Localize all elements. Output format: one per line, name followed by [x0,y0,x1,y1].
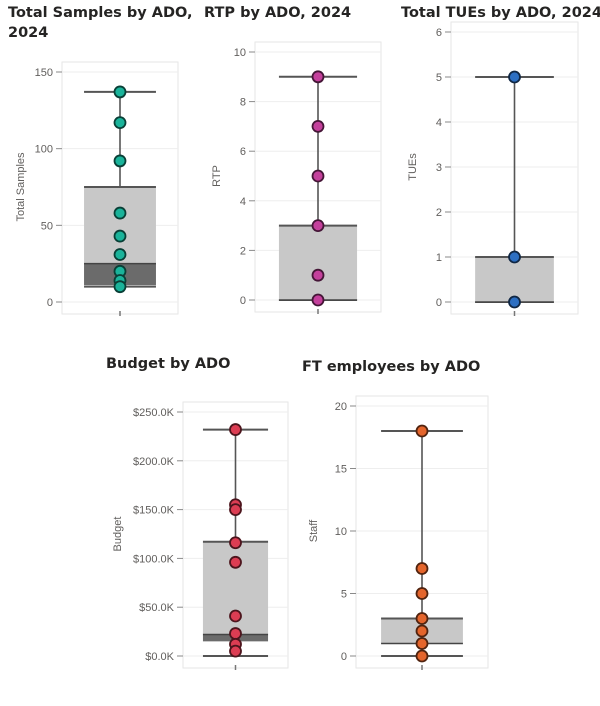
chart-tues-svg: 0 1 2 3 4 5 6 TUEs [407,21,579,316]
y-tick-label: 4 [436,117,442,129]
chart-title: RTP by ADO, 2024 [204,3,351,23]
chart-panel-rtp: RTP by ADO, 2024 0 2 4 6 8 10 RTP [0,0,600,330]
data-point [311,268,325,282]
chart-title: Total Samples by ADO, 2024 [8,3,193,43]
y-axis-label: Total Samples [15,152,27,222]
data-point [229,423,242,436]
y-axis-label: Budget [112,517,124,552]
y-tick-label: $200.0K [133,456,175,468]
y-tick-label: 5 [436,72,442,84]
data-point [113,229,127,243]
data-point [229,644,242,658]
chart-title-line: Total Samples by ADO, [8,5,193,21]
chart-panel-total-samples: Total Samples by ADO, 2024 0 50 100 150 Tota… [0,0,195,330]
y-tick-label: 150 [35,67,53,79]
data-point [229,536,242,550]
y-tick-label: 0 [436,297,442,309]
data-point [229,609,242,623]
data-point [113,280,127,294]
y-tick-label: 0 [240,295,246,307]
y-tick-label: $250.0K [133,407,175,419]
data-point [415,612,429,625]
data-point [311,169,325,183]
y-tick-label: 6 [436,27,442,39]
data-point [415,424,429,438]
data-point [113,116,127,129]
data-point [415,624,429,638]
y-tick-label: $0.0K [145,651,174,663]
y-axis-label: TUEs [407,153,419,181]
y-tick-label: 100 [35,144,53,156]
data-point [415,637,429,650]
data-point [311,293,325,307]
y-tick-label: 50 [41,220,53,232]
chart-title-line: Budget by ADO [106,356,231,372]
y-tick-label: 0 [47,297,53,309]
y-axis-label: Staff [308,519,320,542]
y-tick-label: 2 [436,207,442,219]
y-tick-label: 10 [335,526,347,538]
data-point [113,206,127,220]
y-tick-label: $50.0K [139,602,175,614]
y-tick-label: $100.0K [133,553,175,565]
data-point [229,503,242,517]
data-point [508,250,521,264]
data-point [415,562,429,575]
data-point [113,154,127,168]
y-tick-label: 6 [240,146,246,158]
data-point [113,248,127,261]
data-point [508,295,521,309]
data-point [113,85,127,99]
y-tick-label: 2 [240,245,246,257]
data-point [415,587,429,600]
chart-panel-tues: Total TUEs by ADO, 2024 0 1 2 3 4 5 6 TUEs [0,0,600,330]
chart-title-line: FT employees by ADO [302,359,481,375]
chart-title-line: Total TUEs by ADO, 2024 [401,5,600,21]
y-tick-label: 20 [335,401,347,413]
data-point [311,120,325,133]
data-point [415,649,429,663]
box-upper [278,225,358,300]
y-tick-label: 3 [436,162,442,174]
data-point [311,70,325,84]
chart-samples-svg: 0 50 100 150 Total Samples [15,61,179,316]
chart-title-line: RTP by ADO, 2024 [204,5,352,21]
y-tick-label: $150.0K [133,505,175,517]
y-tick-label: 8 [240,97,246,109]
chart-title: Budget by ADO [106,354,230,374]
box-upper [475,257,554,302]
data-point [229,555,242,569]
y-tick-label: 0 [341,651,347,663]
y-tick-label: 10 [234,47,246,59]
y-tick-label: 1 [436,252,442,264]
y-axis-label: RTP [211,165,223,187]
y-tick-label: 15 [335,464,347,476]
y-tick-label: 5 [341,589,347,601]
chart-title-line: 2024 [8,25,49,41]
chart-title: FT employees by ADO [302,357,480,377]
data-point [311,219,325,233]
chart-rtp-svg: 0 2 4 6 8 10 RTP [211,41,382,314]
chart-title: Total TUEs by ADO, 2024 [401,3,600,23]
y-tick-label: 4 [240,196,246,208]
data-point [508,70,521,84]
